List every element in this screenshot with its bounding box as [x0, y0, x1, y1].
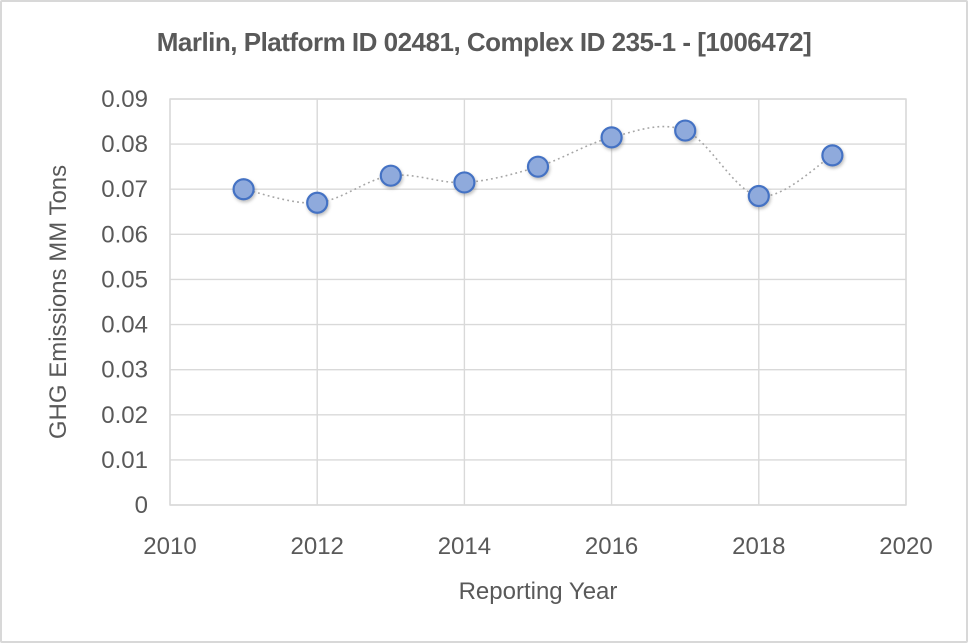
data-point-2015 — [526, 155, 550, 178]
data-point-2013 — [379, 164, 402, 187]
data-point-2017 — [674, 119, 697, 142]
y-tick-label: 0.09 — [101, 86, 148, 113]
x-tick-label: 2010 — [143, 533, 196, 560]
y-tick-label: 0.01 — [101, 447, 148, 474]
y-tick-label: 0.04 — [101, 312, 148, 339]
x-tick-label: 2016 — [585, 533, 638, 560]
x-tick-label: 2018 — [732, 533, 785, 560]
data-point-2016 — [600, 126, 623, 149]
y-tick-label: 0.08 — [101, 131, 148, 158]
data-point-2018 — [747, 184, 770, 208]
x-axis-title: Reporting Year — [458, 578, 618, 605]
data-point-2019 — [821, 144, 844, 167]
plot-border — [169, 98, 907, 506]
x-tick-label: 2014 — [438, 533, 491, 560]
y-tick-label: 0.02 — [101, 402, 148, 429]
y-axis-title: GHG Emissions MM Tons — [45, 164, 72, 440]
y-tick-label: 0.06 — [101, 221, 148, 248]
data-point-2011 — [232, 178, 255, 201]
series-connector-line — [243, 125, 833, 204]
x-tick-label: 2012 — [291, 533, 344, 560]
x-tick-label: 2020 — [879, 533, 932, 560]
y-tick-label: 0.07 — [101, 176, 148, 203]
data-point-2014 — [453, 171, 476, 194]
y-tick-label: 0 — [135, 492, 148, 519]
data-point-2012 — [306, 191, 329, 214]
chart-title: Marlin, Platform ID 02481, Complex ID 23… — [156, 27, 812, 57]
y-tick-label: 0.03 — [101, 357, 148, 384]
y-tick-label: 0.05 — [101, 266, 148, 293]
